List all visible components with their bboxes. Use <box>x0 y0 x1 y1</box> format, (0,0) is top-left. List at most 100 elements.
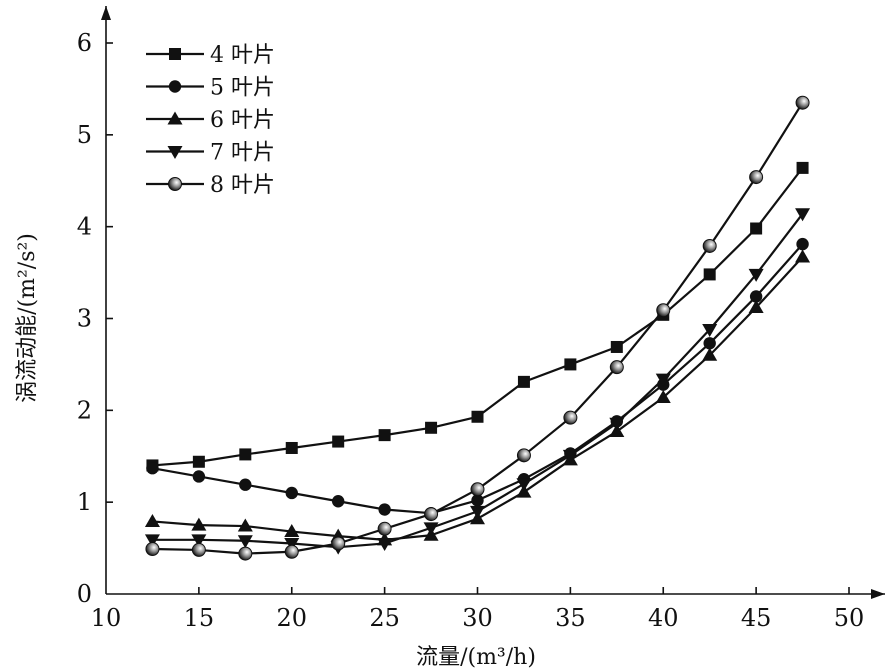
y-tick-label: 2 <box>77 396 92 424</box>
data-point-marker <box>471 494 484 507</box>
data-point-marker <box>516 478 532 492</box>
x-tick-label: 35 <box>555 604 586 632</box>
x-tick-label: 20 <box>276 604 307 632</box>
data-point-marker <box>145 542 160 557</box>
data-point-marker <box>562 449 578 463</box>
series-layer <box>144 95 811 561</box>
data-point-marker <box>656 303 671 318</box>
data-point-marker <box>471 410 484 423</box>
data-point-marker <box>192 470 206 483</box>
data-point-marker <box>237 535 253 549</box>
data-point-marker <box>796 237 809 251</box>
series-4 <box>146 161 809 472</box>
legend-item: 5 叶片 <box>146 76 275 101</box>
data-point-marker <box>470 505 485 519</box>
data-point-marker <box>748 299 764 313</box>
data-point-marker <box>703 337 716 350</box>
data-point-marker <box>285 486 298 500</box>
legend-label: 6 叶片 <box>210 108 275 133</box>
x-tick-label: 25 <box>369 604 400 632</box>
legend-label: 4 叶片 <box>210 43 275 68</box>
data-point-marker <box>144 534 160 548</box>
legend: 4 叶片 5 叶片 6 叶片 7 叶片 8 叶片 <box>146 43 275 198</box>
axes <box>101 6 885 599</box>
data-point-marker <box>655 373 671 387</box>
data-point-marker <box>702 324 718 338</box>
data-point-marker <box>655 389 671 403</box>
data-point-marker <box>284 524 300 538</box>
legend-marker-icon <box>167 111 183 125</box>
x-axis-arrow-icon <box>871 589 885 599</box>
y-tick-label: 3 <box>77 305 92 333</box>
data-point-marker <box>237 518 253 532</box>
data-point-marker <box>332 435 345 448</box>
x-axis-title: 流量/(m³/h) <box>416 645 536 670</box>
data-point-marker <box>423 522 439 536</box>
data-point-marker <box>517 375 530 388</box>
data-point-marker <box>192 455 205 468</box>
data-point-marker <box>378 429 391 442</box>
x-tick-label: 45 <box>741 604 772 632</box>
series-8 <box>145 95 810 561</box>
x-tick-label: 40 <box>648 604 679 632</box>
data-point-marker <box>564 358 577 371</box>
data-point-marker <box>284 544 299 559</box>
data-point-marker <box>470 482 485 497</box>
legend-marker-icon <box>167 146 183 159</box>
y-axis-title: 涡流动能/(m²/s²) <box>15 233 40 403</box>
legend-item: 8 叶片 <box>146 173 275 198</box>
data-point-marker <box>516 448 531 463</box>
data-point-marker <box>331 495 345 508</box>
data-point-marker <box>377 537 393 551</box>
data-point-marker <box>239 448 252 461</box>
data-point-marker <box>749 170 764 185</box>
data-point-marker <box>702 238 717 253</box>
data-point-marker <box>795 249 811 263</box>
y-ticks: 0 1 2 3 4 5 6 <box>77 29 113 608</box>
data-point-marker <box>285 441 298 454</box>
data-point-marker <box>378 503 391 516</box>
data-point-marker <box>377 521 392 536</box>
data-point-marker <box>702 347 718 361</box>
series-line <box>151 243 804 515</box>
data-point-marker <box>191 542 206 557</box>
legend-marker-icon <box>169 48 181 60</box>
legend-label: 8 叶片 <box>210 173 275 198</box>
series-7 <box>144 208 811 555</box>
data-point-marker <box>703 268 716 281</box>
data-point-marker <box>563 410 578 425</box>
data-point-marker <box>610 340 623 353</box>
y-tick-label: 1 <box>77 488 92 516</box>
x-tick-label: 10 <box>91 604 122 632</box>
x-tick-label: 50 <box>834 604 865 632</box>
data-point-marker <box>795 208 811 222</box>
x-ticks: 10 15 20 25 30 35 40 45 50 <box>91 587 865 632</box>
y-tick-label: 0 <box>77 580 92 608</box>
data-point-marker <box>239 478 252 491</box>
data-point-marker <box>425 421 438 434</box>
data-point-marker <box>424 507 439 522</box>
legend-item: 6 叶片 <box>146 108 275 133</box>
data-point-marker <box>749 290 763 303</box>
data-point-marker <box>144 513 160 527</box>
data-point-marker <box>284 537 300 551</box>
data-point-marker <box>795 95 810 110</box>
data-point-marker <box>609 417 625 431</box>
y-axis-arrow-icon <box>101 6 111 20</box>
data-point-marker <box>238 546 253 561</box>
data-point-marker <box>191 517 207 531</box>
legend-item: 4 叶片 <box>146 43 275 68</box>
legend-label: 5 叶片 <box>210 76 275 101</box>
legend-label: 7 叶片 <box>210 141 275 166</box>
data-point-marker <box>331 536 346 551</box>
legend-item: 7 叶片 <box>146 141 275 166</box>
y-tick-label: 4 <box>77 213 92 241</box>
legend-marker-icon <box>168 177 182 191</box>
data-point-marker <box>796 161 809 174</box>
data-point-marker <box>609 360 624 375</box>
data-point-marker <box>750 222 763 235</box>
legend-marker-icon <box>168 80 182 93</box>
y-tick-label: 6 <box>77 29 92 57</box>
data-point-marker <box>191 534 207 548</box>
